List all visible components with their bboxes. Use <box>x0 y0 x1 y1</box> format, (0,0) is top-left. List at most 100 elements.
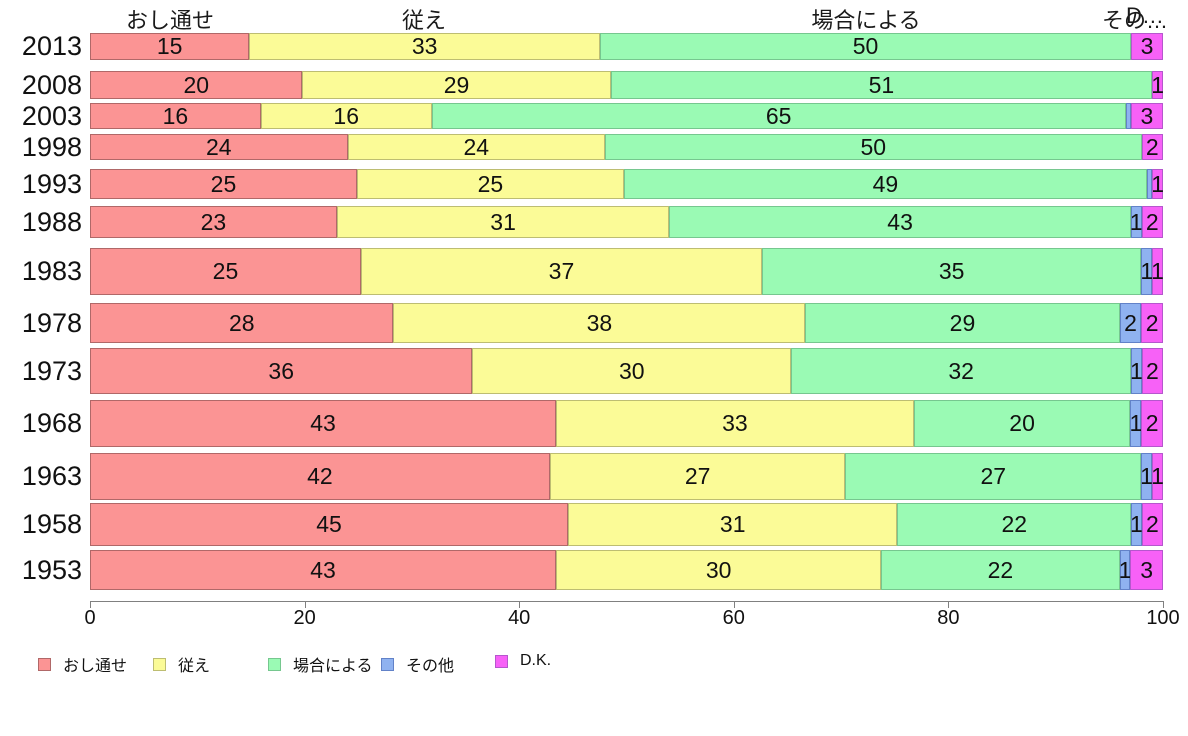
bar-segment-2003-その他 <box>1125 103 1131 129</box>
bar-row-2013: 15 33 50 3 <box>90 33 1163 60</box>
bar-value-label: 2 <box>1145 309 1159 336</box>
bar-segment-1958-その他: 1 <box>1130 503 1143 546</box>
bar-segment-2003-場合による: 65 <box>431 103 1126 129</box>
bar-segment-1953-従え: 30 <box>556 550 882 590</box>
x-axis-tick <box>304 601 306 608</box>
bar-row-1958: 45 31 22 1 2 <box>90 503 1163 546</box>
bar-row-1983: 25 37 35 1 1 <box>90 248 1164 295</box>
bar-segment-1963-D.K.: 1 <box>1151 453 1164 500</box>
legend-marker-icon <box>268 657 281 671</box>
bar-segment-1968-場合による: 20 <box>913 400 1131 447</box>
x-axis-tick-label: 60 <box>722 607 745 629</box>
bar-segment-2008-D.K.: 1 <box>1151 71 1165 99</box>
bar-row-1973: 36 30 32 1 2 <box>90 348 1163 394</box>
bar-value-label: 24 <box>205 133 232 160</box>
bar-segment-1998-場合による: 50 <box>605 134 1142 160</box>
bar-value-label: 32 <box>948 357 974 384</box>
bar-value-label: 45 <box>316 511 342 537</box>
bar-segment-1953-場合による: 22 <box>881 550 1120 590</box>
bar-segment-1968-その他: 1 <box>1129 400 1143 447</box>
bar-value-label: 2 <box>1145 410 1159 436</box>
y-axis-label-1968: 1968 <box>21 408 82 438</box>
bar-segment-1988-場合による: 43 <box>669 206 1131 238</box>
column-header-1: おし通せ <box>125 8 215 33</box>
x-axis-tick-label: 20 <box>293 607 316 629</box>
bar-value-label: 1 <box>1140 258 1154 284</box>
legend-label: D.K. <box>520 652 552 669</box>
bar-segment-1963-従え: 27 <box>549 453 846 500</box>
bar-segment-1978-場合による: 29 <box>805 303 1120 343</box>
bar-segment-1973-おし通せ: 36 <box>90 348 473 394</box>
legend-marker-icon <box>38 657 51 671</box>
bar-segment-1973-場合による: 32 <box>791 348 1132 394</box>
bar-value-label: 43 <box>887 208 913 235</box>
bar-value-label: 1 <box>1151 71 1165 98</box>
legend-item-場合による: 場合による <box>268 652 373 676</box>
bar-segment-1968-D.K.: 2 <box>1141 400 1163 447</box>
x-axis-tick <box>519 601 521 608</box>
bar-segment-2008-従え: 29 <box>302 71 611 99</box>
bar-value-label: 2 <box>1145 357 1159 384</box>
bar-segment-2008-おし通せ: 20 <box>90 71 303 99</box>
bar-segment-2003-従え: 16 <box>260 103 432 129</box>
legend-item-従え: 従え <box>153 652 210 676</box>
bar-value-label: 1 <box>1130 357 1143 384</box>
bar-segment-1963-おし通せ: 42 <box>90 453 550 500</box>
bar-row-1968: 43 33 20 1 2 <box>90 400 1163 447</box>
y-axis-label-1958: 1958 <box>21 509 82 539</box>
bar-segment-1963-その他: 1 <box>1140 453 1153 500</box>
legend-label: 従え <box>178 658 211 675</box>
bar-segment-1953-その他: 1 <box>1118 550 1132 590</box>
bar-value-label: 23 <box>200 208 227 235</box>
y-axis-label-1973: 1973 <box>21 355 82 386</box>
bar-segment-1973-D.K.: 2 <box>1141 348 1163 394</box>
bar-segment-2013-D.K.: 3 <box>1131 33 1163 60</box>
bar-segment-1978-従え: 38 <box>393 303 806 343</box>
bar-segment-1993-従え: 25 <box>356 169 624 199</box>
bar-segment-1983-おし通せ: 25 <box>90 248 361 295</box>
bar-value-label: 36 <box>268 357 295 384</box>
bar-value-label: 50 <box>852 33 879 59</box>
column-header-5: D… <box>1126 3 1164 28</box>
legend-marker-icon <box>381 657 394 671</box>
bar-segment-1998-D.K.: 2 <box>1141 134 1163 160</box>
y-axis-label-1998: 1998 <box>21 131 82 162</box>
bar-segment-1978-その他: 2 <box>1119 303 1142 343</box>
bar-value-label: 1 <box>1140 463 1153 489</box>
x-axis-tick-label: 80 <box>937 607 960 629</box>
legend-label: 場合による <box>293 658 373 675</box>
bar-value-label: 22 <box>1001 511 1028 537</box>
bar-value-label: 42 <box>307 463 333 489</box>
legend-item-おし通せ: おし通せ <box>38 652 127 676</box>
y-axis-label-1988: 1988 <box>21 206 82 237</box>
bar-segment-2008-場合による: 51 <box>610 71 1153 99</box>
bar-segment-1993-おし通せ: 25 <box>90 169 357 199</box>
bar-row-1953: 43 30 22 1 3 <box>90 550 1163 590</box>
bar-value-label: 29 <box>443 71 470 98</box>
bar-value-label: 3 <box>1140 556 1154 583</box>
bar-value-label: 30 <box>619 357 645 384</box>
bar-row-1993: 25 25 49 1 <box>90 169 1165 199</box>
bar-segment-1983-その他: 1 <box>1140 248 1154 295</box>
bar-value-label: 3 <box>1140 33 1154 59</box>
column-header-4: その… <box>1102 8 1169 33</box>
bar-value-label: 27 <box>980 463 1007 489</box>
bar-value-label: 22 <box>987 556 1014 583</box>
bar-segment-1993-場合による: 49 <box>623 169 1147 199</box>
bar-value-label: 25 <box>477 170 504 197</box>
y-axis-label-1993: 1993 <box>21 168 82 199</box>
bar-value-label: 38 <box>586 309 613 336</box>
bar-segment-1953-おし通せ: 43 <box>90 550 557 590</box>
bar-value-label: 1 <box>1151 170 1165 197</box>
legend-item-D.K.: D.K. <box>495 652 551 670</box>
bar-value-label: 1 <box>1129 410 1143 436</box>
bar-row-1963: 42 27 27 1 1 <box>90 453 1164 500</box>
bar-segment-1978-おし通せ: 28 <box>90 303 394 343</box>
bar-value-label: 1 <box>1118 556 1132 583</box>
bar-row-2008: 20 29 51 1 <box>90 71 1165 99</box>
legend-label: おし通せ <box>63 658 128 675</box>
bar-value-label: 2 <box>1145 208 1159 235</box>
bar-segment-1988-おし通せ: 23 <box>90 206 337 238</box>
bar-value-label: 35 <box>938 258 965 284</box>
bar-segment-2003-おし通せ: 16 <box>90 103 261 129</box>
